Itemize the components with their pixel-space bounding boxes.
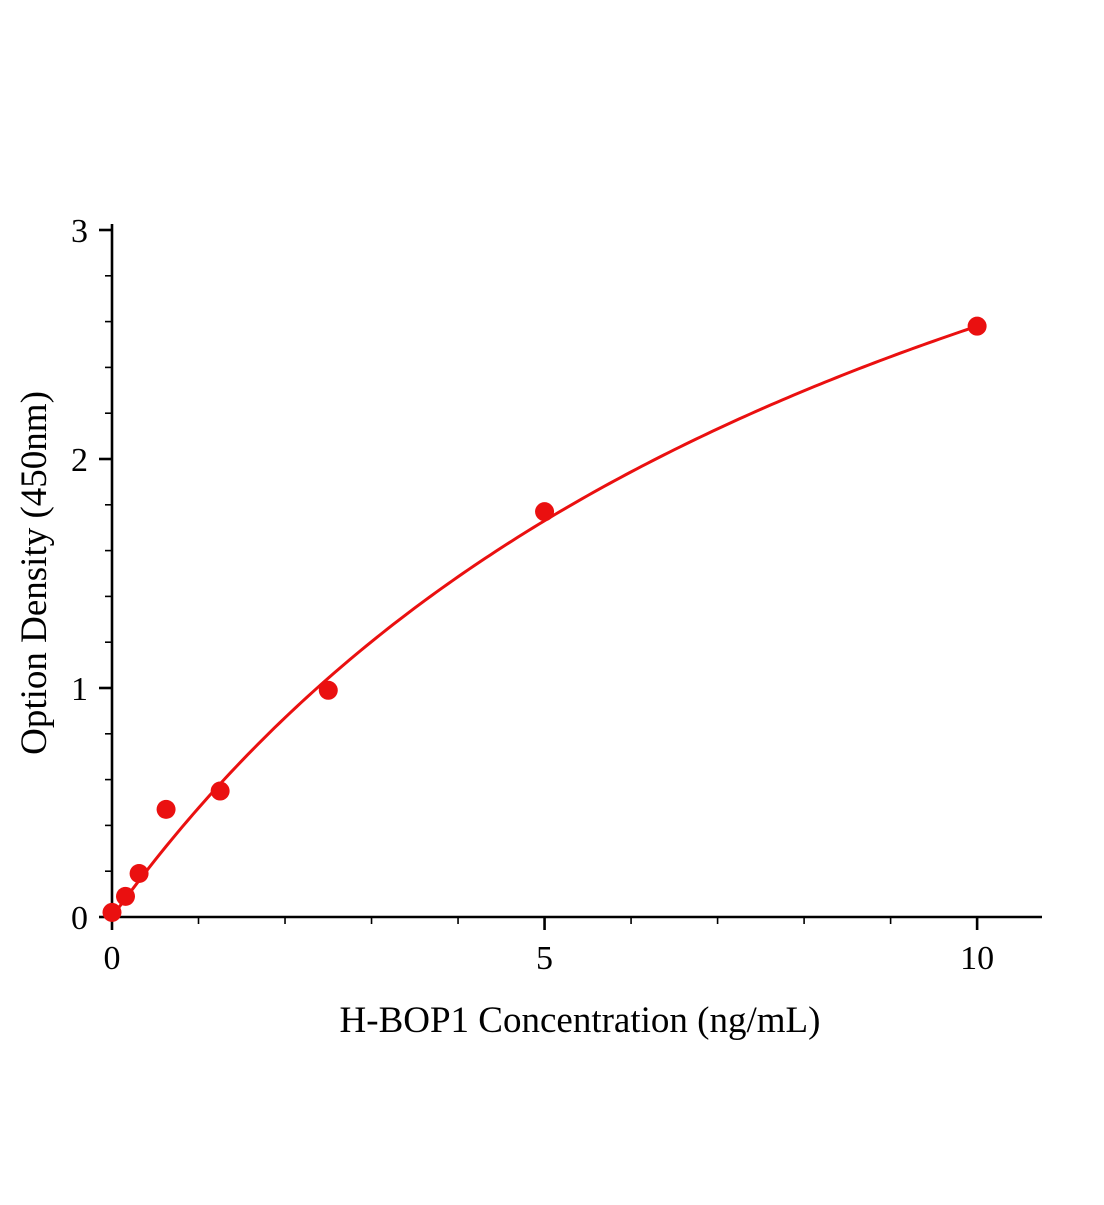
y-tick-label: 3 <box>71 213 88 250</box>
data-point <box>967 316 987 336</box>
fit-curve <box>110 324 979 919</box>
data-point <box>535 502 555 522</box>
y-axis-label: Option Density (450nm) <box>14 391 55 755</box>
x-axis-label: H-BOP1 Concentration (ng/mL) <box>340 1000 821 1041</box>
data-point <box>156 799 176 819</box>
data-point <box>102 902 122 922</box>
data-point <box>318 680 338 700</box>
x-tick-label: 5 <box>536 940 553 977</box>
axes <box>110 224 1042 919</box>
data-point <box>129 863 149 883</box>
data-point <box>210 781 230 801</box>
data-point <box>116 886 135 906</box>
y-tick-label: 0 <box>71 900 88 937</box>
x-tick-label: 10 <box>960 940 994 977</box>
y-tick-label: 2 <box>71 442 88 479</box>
y-tick-label: 1 <box>71 671 88 708</box>
x-tick-label: 0 <box>104 940 121 977</box>
